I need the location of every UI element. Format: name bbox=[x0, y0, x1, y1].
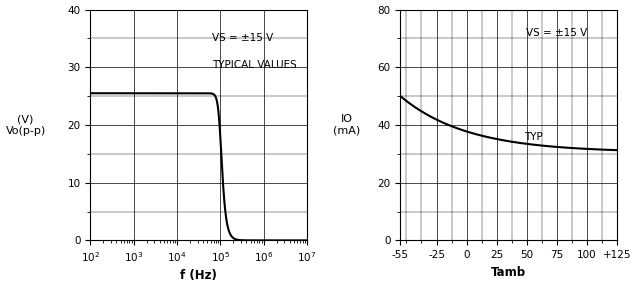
Text: VS = ±15 V: VS = ±15 V bbox=[526, 28, 587, 38]
Text: TYPICAL VALUES: TYPICAL VALUES bbox=[211, 60, 296, 70]
Y-axis label: IO
(mA): IO (mA) bbox=[333, 114, 361, 136]
X-axis label: f (Hz): f (Hz) bbox=[180, 270, 217, 283]
Text: TYP: TYP bbox=[524, 132, 543, 141]
X-axis label: Tamb: Tamb bbox=[491, 266, 526, 279]
Y-axis label: (V)
Vo(p-p): (V) Vo(p-p) bbox=[6, 114, 46, 136]
Text: VS = ±15 V: VS = ±15 V bbox=[211, 33, 273, 43]
